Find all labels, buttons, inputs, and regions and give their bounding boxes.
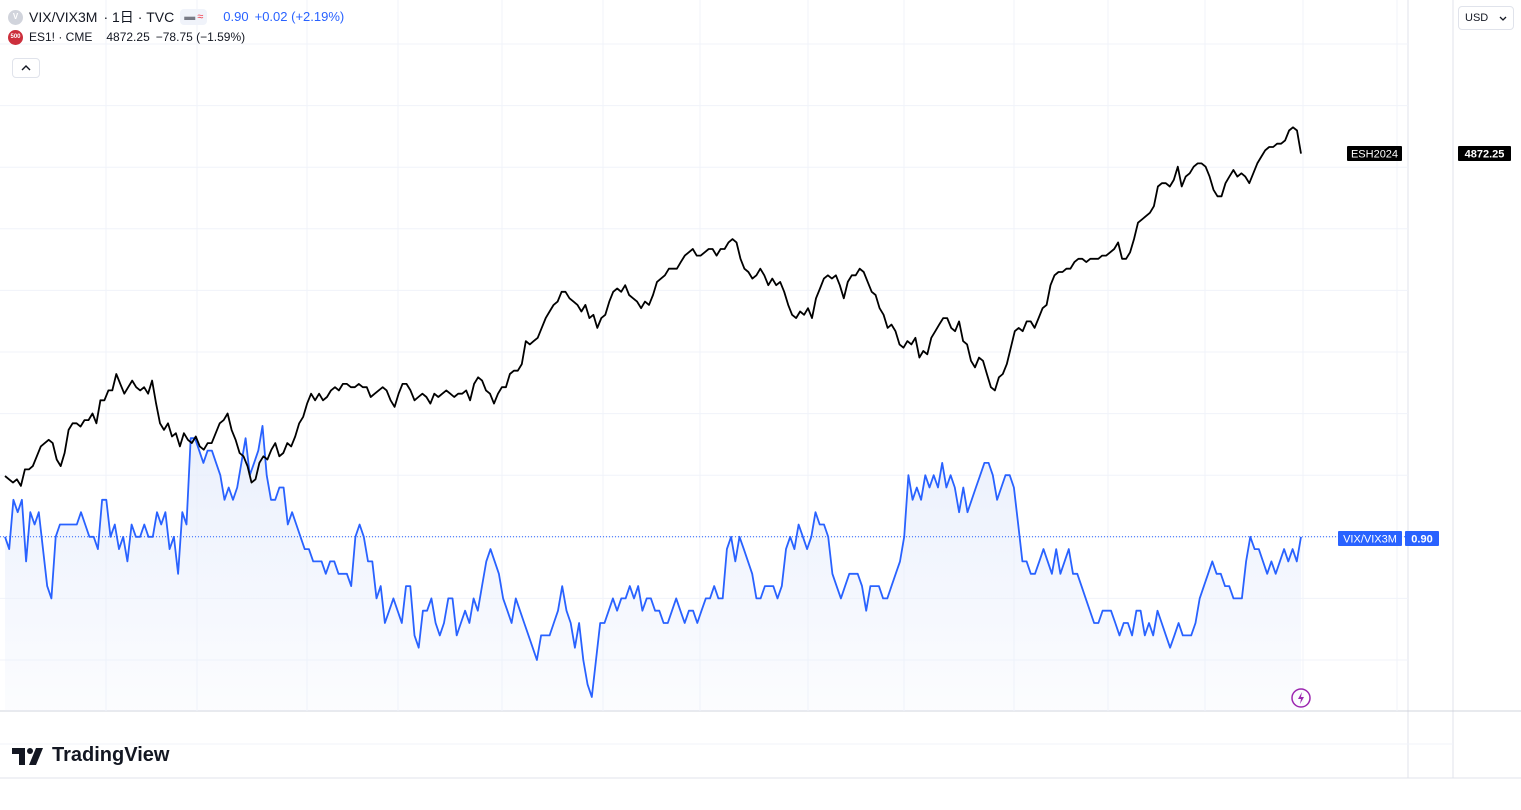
vix-vix3m-line: [4, 425, 1302, 698]
overlay-symbol-name[interactable]: ES1! · CME: [29, 30, 93, 44]
vix-name-label-bg: [1338, 531, 1402, 546]
overlay-change: −78.75 (−1.59%): [155, 30, 246, 44]
vix-name-label: VIX/VIX3M: [1343, 534, 1397, 546]
chevron-down-icon: [1499, 16, 1507, 21]
esh2024-name-label-bg: [1347, 146, 1402, 161]
label-vix-vix3m: VIX/VIX3M 0.90: [1338, 531, 1439, 546]
vix-symbol-icon: V: [8, 9, 23, 25]
esh2024-line: [4, 126, 1302, 487]
vix-price-label-bg: [1405, 531, 1439, 546]
legend-overlay-row[interactable]: 500 ES1! · CME 4872.25 −78.75 (−1.59%): [8, 28, 344, 46]
vix-vix3m-area-fill: [5, 425, 1301, 711]
main-change: +0.02 (+2.19%): [254, 9, 345, 24]
main-symbol-name[interactable]: VIX/VIX3M: [29, 9, 98, 25]
tradingview-logo-text: TradingView: [52, 744, 170, 766]
main-last-value: 0.90: [223, 9, 249, 24]
esh2024-name-label: ESH2024: [1351, 149, 1398, 161]
esh2024-price-label-bg: [1458, 146, 1511, 161]
legend-collapse-button[interactable]: [12, 58, 40, 78]
wave-icon: ≈: [197, 11, 204, 23]
line-style-icon: ▬: [184, 11, 196, 23]
currency-label: USD: [1465, 12, 1489, 24]
chevron-up-icon: [21, 65, 31, 71]
currency-button[interactable]: USD: [1458, 6, 1514, 30]
lightning-icon[interactable]: [1291, 688, 1311, 708]
tradingview-logo-icon: [12, 747, 43, 765]
vix-price-label: 0.90: [1411, 534, 1432, 546]
sp500-symbol-icon: 500: [8, 29, 23, 45]
series-style-pill[interactable]: ▬ ≈: [180, 9, 208, 25]
label-esh2024: ESH2024 4872.25: [1347, 146, 1511, 161]
tradingview-logo[interactable]: TradingView: [12, 744, 169, 767]
legend-main-row[interactable]: V VIX/VIX3M · 1日 · TVC ▬ ≈ 0.90 +0.02 (+…: [8, 8, 344, 26]
chart-legend: V VIX/VIX3M · 1日 · TVC ▬ ≈ 0.90 +0.02 (+…: [8, 8, 344, 46]
overlay-last-value: 4872.25: [106, 30, 150, 44]
esh2024-price-label: 4872.25: [1465, 149, 1505, 161]
main-symbol-meta: · 1日 · TVC: [103, 9, 175, 25]
